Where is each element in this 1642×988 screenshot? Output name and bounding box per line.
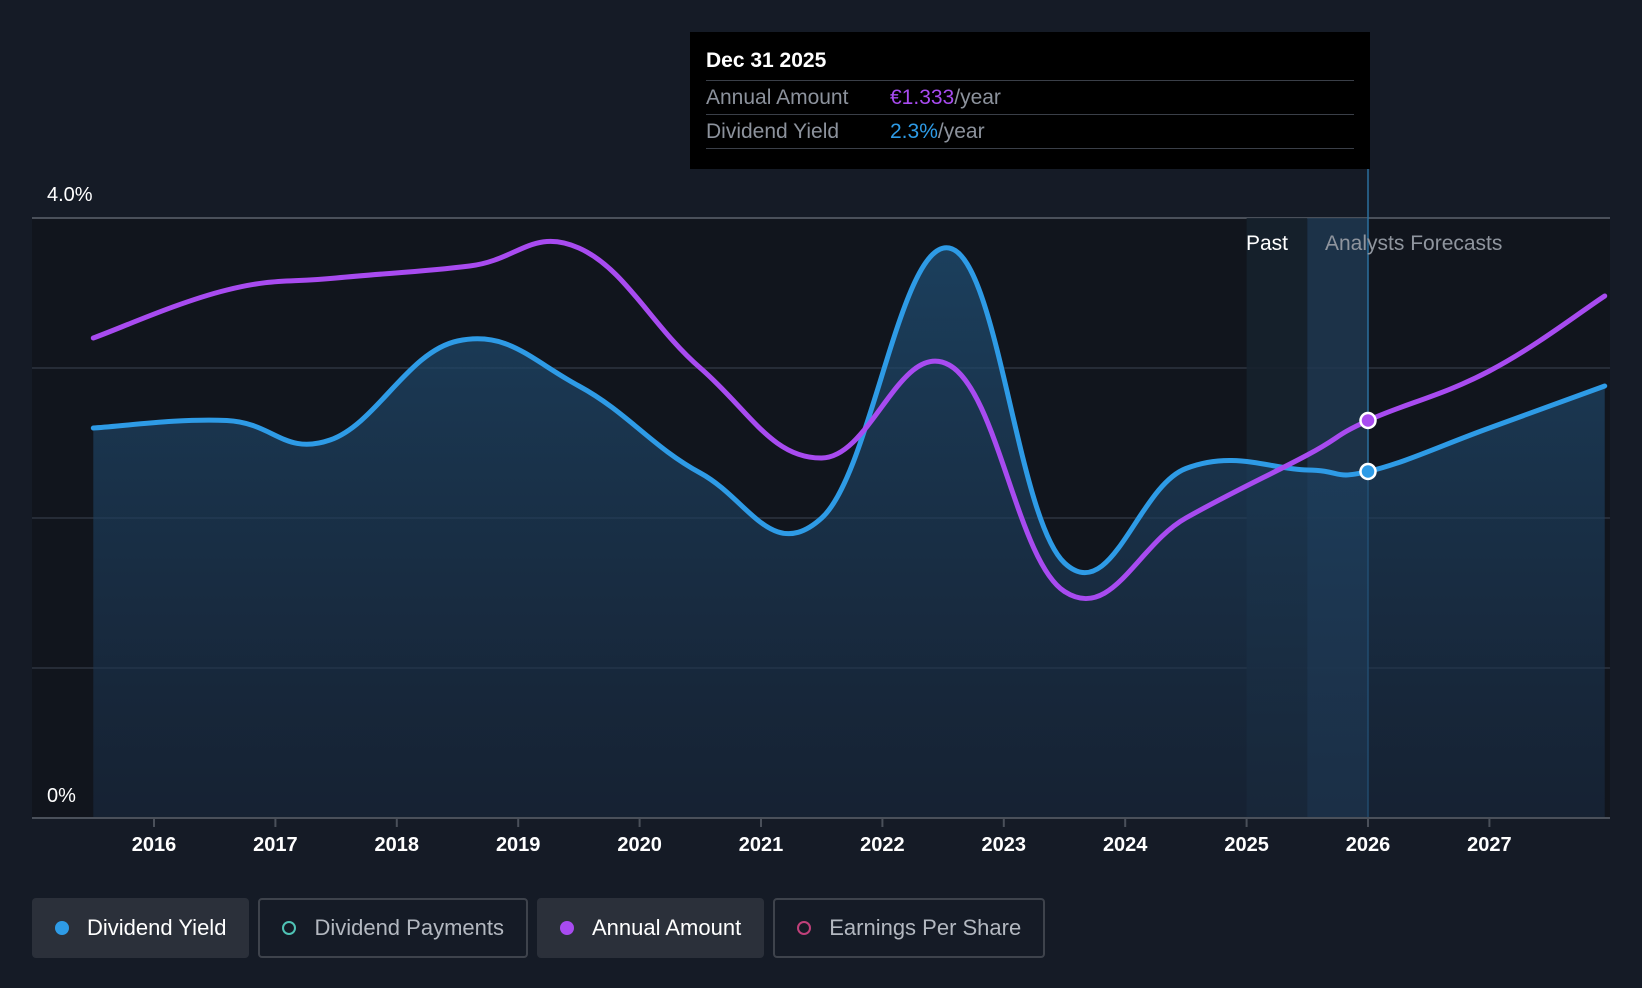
- x-tick-label: 2019: [496, 834, 541, 856]
- dot-icon: [559, 921, 574, 935]
- tooltip-unit: /year: [937, 120, 985, 143]
- dividend-yield-marker: [1359, 462, 1377, 481]
- annual-amount-marker: [1359, 411, 1377, 430]
- x-tick-label: 2026: [1346, 834, 1391, 856]
- x-axis: 2016 2017 2018 2019 2020 2021 2022 2023 2024 2025…: [32, 817, 1610, 856]
- series-lines: [90, 238, 1608, 601]
- dividend-yield-area: [93, 247, 1605, 818]
- legend-dividend-yield-button[interactable]: Dividend Yield: [32, 898, 250, 958]
- y-min-label: 0%: [47, 785, 76, 807]
- x-tick-label: 2022: [860, 834, 905, 856]
- annual-amount-line: [90, 238, 1608, 601]
- tooltip-date: Dec 31 2025: [706, 46, 1354, 81]
- legend-annual-amount-button[interactable]: Annual Amount: [536, 898, 765, 958]
- past-label: Past: [1246, 232, 1288, 255]
- tooltip-value: €1.333: [890, 86, 955, 109]
- tooltip-label: Annual Amount: [706, 86, 849, 109]
- dividend-yield-line: [90, 245, 1608, 575]
- tooltip-unit: /year: [954, 86, 1001, 109]
- x-tick-label: 2018: [375, 834, 420, 856]
- dot-icon: [55, 921, 69, 935]
- x-tick-label: 2020: [617, 834, 662, 856]
- y-max-label: 4.0%: [47, 184, 93, 206]
- x-tick-label: 2024: [1103, 834, 1148, 856]
- chart-tooltip: Dec 31 2025 Annual Amount €1.333 /year D…: [690, 32, 1370, 169]
- tooltip-row-annual-amount: Annual Amount €1.333 /year: [706, 81, 1354, 115]
- x-tick-label: 2025: [1224, 834, 1269, 856]
- yield-area: [93, 247, 1605, 818]
- x-tick-label: 2021: [739, 834, 784, 856]
- x-tick-label: 2017: [253, 834, 298, 856]
- legend-label: Dividend Payments: [314, 915, 504, 940]
- y-axis-labels: 4.0% 0%: [47, 184, 93, 807]
- region-labels: Past Analysts Forecasts: [1246, 232, 1502, 255]
- tooltip-value: 2.3%: [890, 120, 938, 143]
- highlight-points: [1359, 411, 1377, 481]
- legend-label: Annual Amount: [591, 915, 742, 940]
- tooltip-label: Dividend Yield: [706, 120, 840, 143]
- tooltip-row-dividend-yield: Dividend Yield 2.3% /year: [706, 115, 1354, 149]
- legend-earnings-per-share-button[interactable]: Earnings Per Share: [773, 898, 1046, 958]
- legend-label: Earnings Per Share: [829, 915, 1022, 940]
- x-tick-label: 2016: [132, 834, 177, 856]
- legend-label: Dividend Yield: [87, 915, 227, 940]
- legend-dividend-payments-button[interactable]: Dividend Payments: [258, 898, 528, 958]
- forecast-label: Analysts Forecasts: [1325, 232, 1502, 255]
- ring-icon: [797, 921, 812, 935]
- chart-legend: Dividend Yield Dividend Payments Annual …: [32, 898, 1046, 958]
- x-tick-label: 2027: [1467, 834, 1512, 856]
- ring-icon: [282, 921, 297, 935]
- x-tick-label: 2023: [982, 834, 1027, 856]
